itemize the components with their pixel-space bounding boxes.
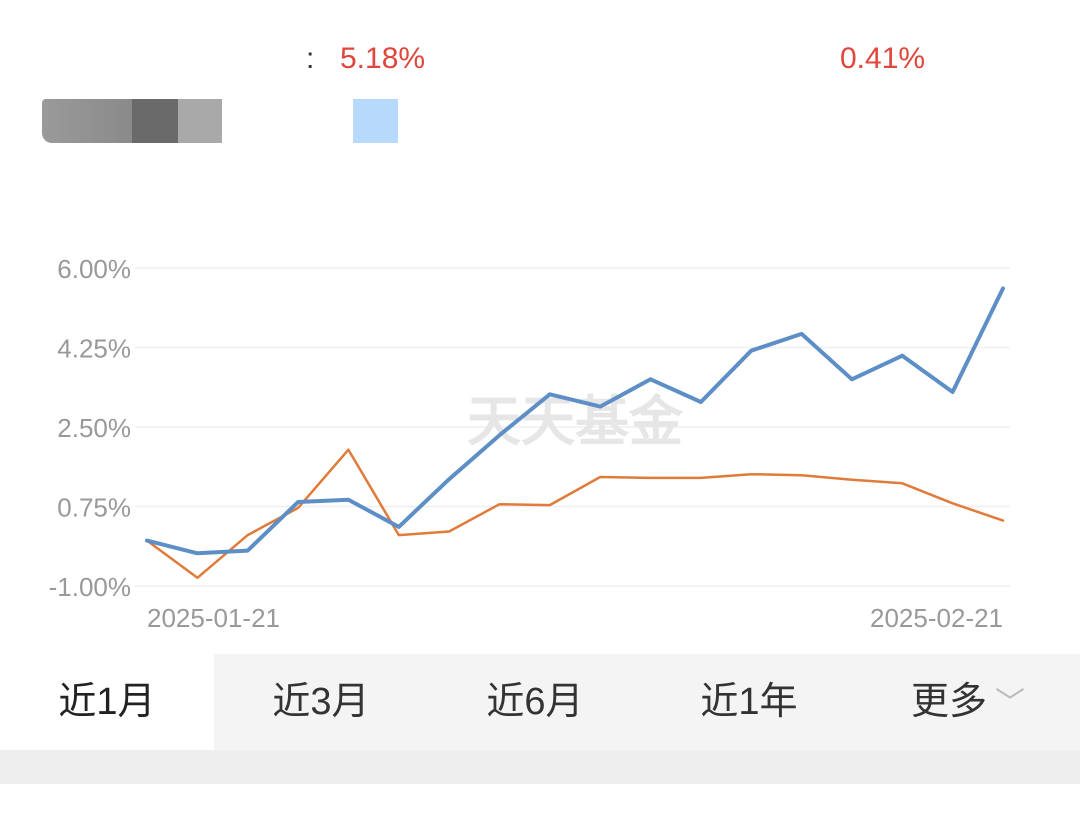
series-line-fund [145,286,1005,556]
benchmark-return-value: 0.41% [840,42,926,75]
series-line-benchmark [145,448,1005,580]
bottom-divider [0,750,1080,784]
fund-return-value: 5.18% [340,42,426,75]
y-tick-label: 0.75% [57,493,131,523]
y-tick-label: 4.25% [57,334,131,364]
redacted-block [42,99,132,143]
redacted-fund-name [42,99,222,143]
x-tick-label-start: 2025-01-21 [147,603,280,633]
redacted-block [178,99,222,143]
chevron-down-icon: ﹀ [995,686,1025,720]
tab-label: 更多 [910,681,987,723]
tab-label: 近1年 [700,681,798,723]
legend-swatch [353,99,398,143]
returns-header: : 5.18% 0.41% [0,38,1080,88]
tab-label: 近1月 [58,681,156,723]
tab-1-month[interactable]: 近1月 [0,654,214,750]
tab-1-year[interactable]: 近1年 [642,654,856,750]
tab-6-months[interactable]: 近6月 [428,654,642,750]
tab-more[interactable]: 更多 ﹀ [856,654,1080,750]
tab-label: 近3月 [272,681,370,723]
period-tabs: 近1月 近3月 近6月 近1年 更多 ﹀ [0,654,1080,750]
tab-3-months[interactable]: 近3月 [214,654,428,750]
return-separator: : [306,42,315,75]
performance-line-chart: 6.00%4.25%2.50%0.75%-1.00%天天基金2025-01-21… [49,254,1010,633]
tab-label: 近6月 [486,681,584,723]
y-tick-label: 2.50% [57,413,131,443]
x-tick-label-end: 2025-02-21 [870,603,1003,633]
y-tick-label: -1.00% [49,572,131,602]
redacted-block [132,99,178,143]
y-tick-label: 6.00% [57,254,131,284]
